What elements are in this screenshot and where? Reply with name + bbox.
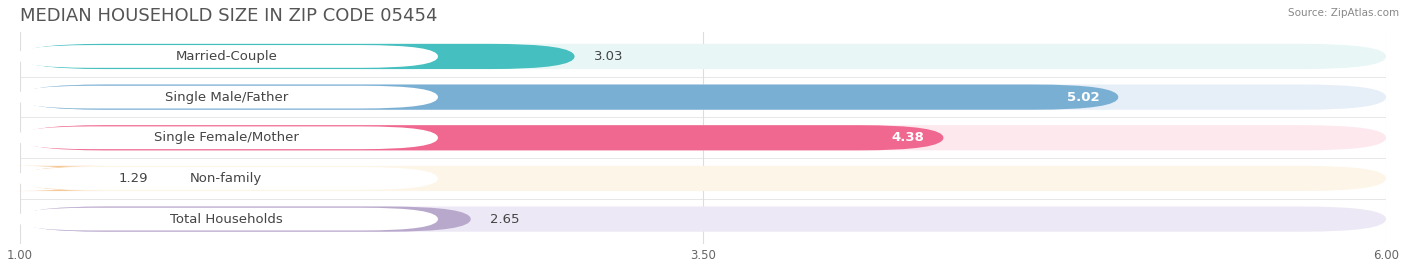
Text: Married-Couple: Married-Couple xyxy=(176,50,277,63)
FancyBboxPatch shape xyxy=(14,45,439,68)
FancyBboxPatch shape xyxy=(20,207,471,232)
Text: Source: ZipAtlas.com: Source: ZipAtlas.com xyxy=(1288,8,1399,18)
Text: MEDIAN HOUSEHOLD SIZE IN ZIP CODE 05454: MEDIAN HOUSEHOLD SIZE IN ZIP CODE 05454 xyxy=(20,7,437,25)
Text: 1.29: 1.29 xyxy=(118,172,148,185)
FancyBboxPatch shape xyxy=(14,208,439,231)
FancyBboxPatch shape xyxy=(20,44,1386,69)
Text: 5.02: 5.02 xyxy=(1067,91,1099,104)
Text: Non-family: Non-family xyxy=(190,172,263,185)
FancyBboxPatch shape xyxy=(20,125,943,150)
FancyBboxPatch shape xyxy=(14,166,104,191)
Text: Single Male/Father: Single Male/Father xyxy=(165,91,288,104)
FancyBboxPatch shape xyxy=(20,44,575,69)
Text: Total Households: Total Households xyxy=(170,213,283,226)
FancyBboxPatch shape xyxy=(14,126,439,149)
FancyBboxPatch shape xyxy=(20,84,1118,110)
Text: Single Female/Mother: Single Female/Mother xyxy=(153,131,298,144)
FancyBboxPatch shape xyxy=(14,86,439,108)
FancyBboxPatch shape xyxy=(20,207,1386,232)
FancyBboxPatch shape xyxy=(20,125,1386,150)
FancyBboxPatch shape xyxy=(20,166,1386,191)
FancyBboxPatch shape xyxy=(20,84,1386,110)
Text: 2.65: 2.65 xyxy=(489,213,519,226)
Text: 3.03: 3.03 xyxy=(593,50,623,63)
Text: 4.38: 4.38 xyxy=(891,131,924,144)
FancyBboxPatch shape xyxy=(14,167,439,190)
